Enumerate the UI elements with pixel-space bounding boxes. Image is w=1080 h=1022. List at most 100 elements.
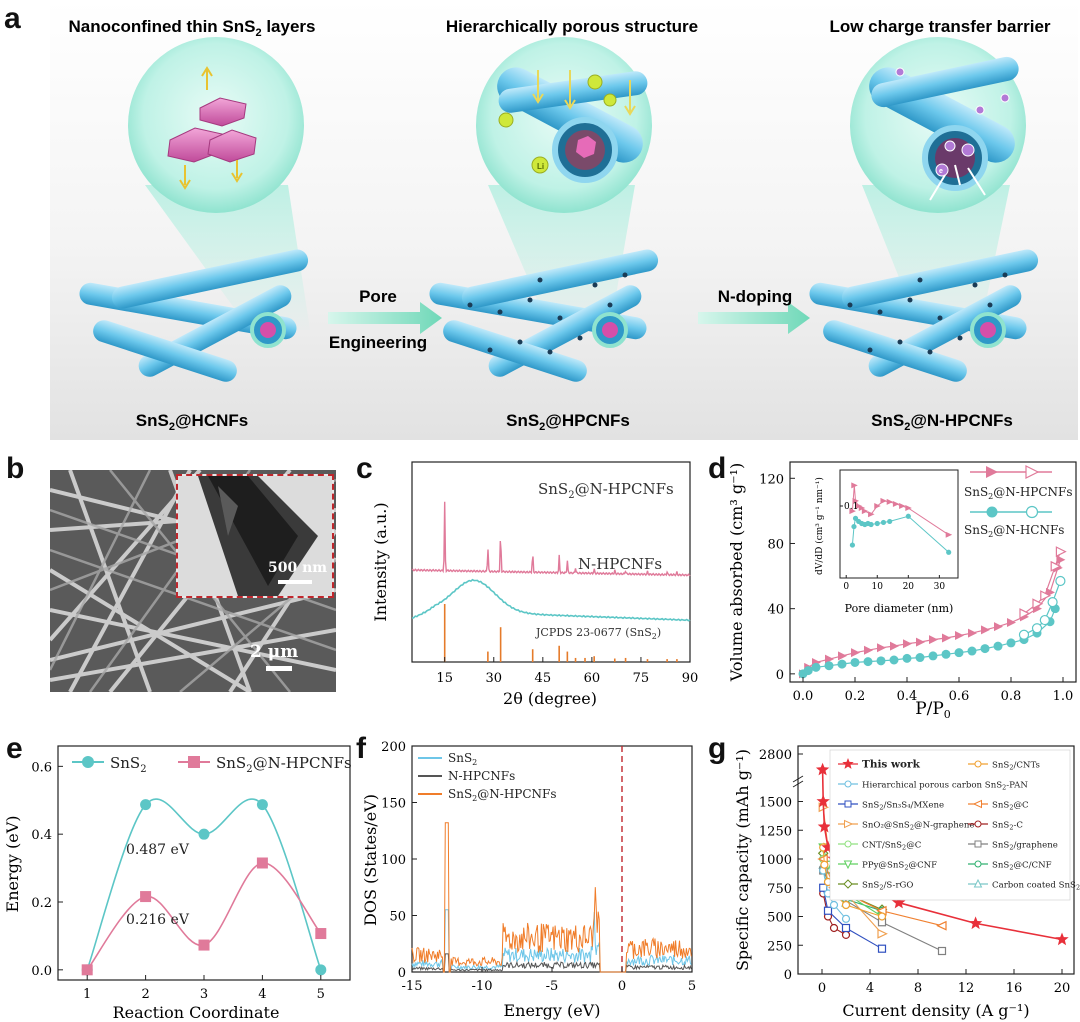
legend-marker-7: [844, 840, 852, 848]
point-3-2: [841, 923, 851, 933]
legend-marker-4: [972, 799, 982, 809]
plot-frame: [789, 461, 1077, 683]
tem-image: [178, 476, 332, 596]
y-tick-label-2: 80: [767, 537, 784, 552]
e-label: e: [939, 168, 943, 175]
y-axis-label: Intensity (a.u.): [371, 502, 390, 621]
fiber-network-2: [429, 249, 659, 382]
inset-x-label: Pore diameter (nm): [845, 602, 954, 615]
plot-frame: [797, 745, 1075, 975]
legend-marker-teal-open: [1025, 505, 1039, 519]
x-tick-label-1: -10: [472, 979, 493, 994]
x-axis-label: Current density (A g⁻¹): [842, 1001, 1029, 1020]
inset-point-pink-7: [874, 503, 881, 509]
series-line-3: [822, 887, 883, 950]
point-ads-1-17: [1006, 638, 1016, 648]
y-tick-label-1: 40: [767, 603, 784, 618]
point-ads-1-5: [850, 657, 860, 667]
y-tick-label-3: 750: [767, 882, 792, 897]
point-sns2-1: [140, 799, 152, 811]
y-axis-label: DOS (States/eV): [361, 794, 380, 926]
x-tick-label-4: 75: [633, 671, 650, 686]
legend-marker-pink-filled: [986, 466, 998, 478]
point-ads-1-13: [954, 648, 964, 658]
inset-point-pink-5: [861, 508, 869, 515]
y-tick-label-0: 0: [398, 966, 406, 981]
inset-x-tick-label-2: 20: [903, 582, 915, 592]
x-tick-label-3: 12: [958, 981, 975, 996]
y-tick-label-2: 0.4: [31, 828, 52, 843]
inset-point-pink-0: [849, 508, 856, 515]
point-0-3: [821, 840, 835, 854]
x-tick-label-5: 20: [1054, 981, 1071, 996]
point-ads-1-3: [824, 661, 834, 671]
stage-1-label: SnS2@HCNFs: [136, 411, 248, 433]
axis-break-1: [792, 775, 804, 783]
x-tick-label-4: 5: [688, 979, 696, 994]
point-3-3: [877, 944, 887, 953]
point-des-0-3: [1032, 598, 1044, 610]
x-tick-label-3: 4: [258, 987, 266, 1002]
panel-label-d: d: [708, 452, 727, 485]
x-tick-label-2: 0.4: [897, 689, 918, 704]
legend-label-n-hpcnfs: N-HPCNFs: [448, 769, 515, 783]
line-ads-1: [802, 608, 1056, 675]
x-tick-label-1: 30: [485, 671, 502, 686]
inset-point-teal-8: [874, 520, 880, 527]
inset-frame: [839, 469, 959, 579]
point-0-1: [816, 794, 830, 808]
inset-point-teal-9: [880, 519, 887, 526]
legend-label-teal: SnS2@N-HCNFs: [964, 523, 1064, 539]
series-line-6: [822, 893, 847, 936]
x-tick-label-4: 16: [1006, 981, 1023, 996]
y-tick-label-2: 100: [381, 853, 406, 868]
x-axis-label: 2θ (degree): [503, 689, 597, 708]
arrow2-top-label: N-doping: [718, 287, 793, 306]
legend-marker-3: [844, 800, 852, 808]
x-tick-label-2: -5: [546, 979, 559, 994]
stage-2-heading: Hierarchically porous structure: [446, 17, 698, 36]
point-sns2-3: [256, 799, 268, 811]
legend-label-12: Carbon coated SnS2: [992, 881, 1080, 892]
inset-y-label: dV/dD (cm³ g⁻¹ nm⁻¹): [814, 477, 825, 575]
point-6-3: [841, 930, 851, 939]
stage-3-label: SnS2@N-HPCNFs: [871, 411, 1013, 433]
arrow-n-doping: [698, 302, 810, 334]
point-ads-1-9: [902, 653, 912, 663]
x-tick-label-0: -15: [402, 979, 423, 994]
x-tick-label-4: 0.8: [1001, 689, 1022, 704]
legend-label-3: SnS2/Sn₃S₄/MXene: [862, 801, 944, 812]
point-sns2-n-hpcnfs-3: [256, 857, 268, 869]
point-des-0-0: [1055, 546, 1067, 558]
legend: SnS2 N-HPCNFs SnS2@N-HPCNFs: [418, 751, 557, 803]
y-tick-label-4: 1000: [759, 853, 792, 868]
plot-frame: [411, 461, 691, 663]
porous-tube-zoom: Li: [497, 67, 648, 183]
point-des-1-0: [1055, 575, 1066, 587]
inset-point-pink-1: [851, 482, 858, 489]
tem-inset: 500 nm: [176, 474, 334, 598]
point-sns2-n-hpcnfs-4: [315, 928, 327, 940]
point-ads-1-6: [863, 657, 873, 667]
point-1-5: [877, 912, 887, 921]
series-label-n-hpcnfs: N-HPCNFs: [578, 555, 662, 573]
annotation-0216: 0.216 eV: [126, 912, 190, 928]
point-ads-0-4: [838, 651, 847, 661]
stage-3: e: [809, 37, 1039, 382]
stage-2: Li: [429, 37, 659, 382]
y-tick-label-3: 0.6: [31, 760, 52, 775]
legend-marker-sns2-n-hpcnfs: [188, 756, 200, 768]
y-tick-label-0: 0: [784, 968, 792, 983]
annotation-0487: 0.487 eV: [126, 842, 190, 858]
legend-marker-9: [843, 860, 853, 870]
x-tick-label-1: 4: [866, 981, 874, 996]
chart-energy-barrier: 1 2 3 4 5 0.0 0.2 0.4 0.6 SnS2 SnS2@N-HPCNFs 0.4…: [3, 745, 352, 1022]
y-axis-label: Volume absorbed (cm³ g⁻¹): [727, 463, 746, 682]
x-axis-label: Energy (eV): [504, 1001, 601, 1020]
stage-3-heading: Low charge transfer barrier: [829, 17, 1050, 36]
point-ads-1-10: [915, 653, 925, 663]
sem-image-panel-b: 500 nm 2 μm: [50, 470, 336, 692]
y-tick-label-6: 1500: [759, 796, 792, 811]
schematic-panel-a: Li e: [50, 0, 1078, 440]
panel-label-f: f: [356, 732, 366, 765]
